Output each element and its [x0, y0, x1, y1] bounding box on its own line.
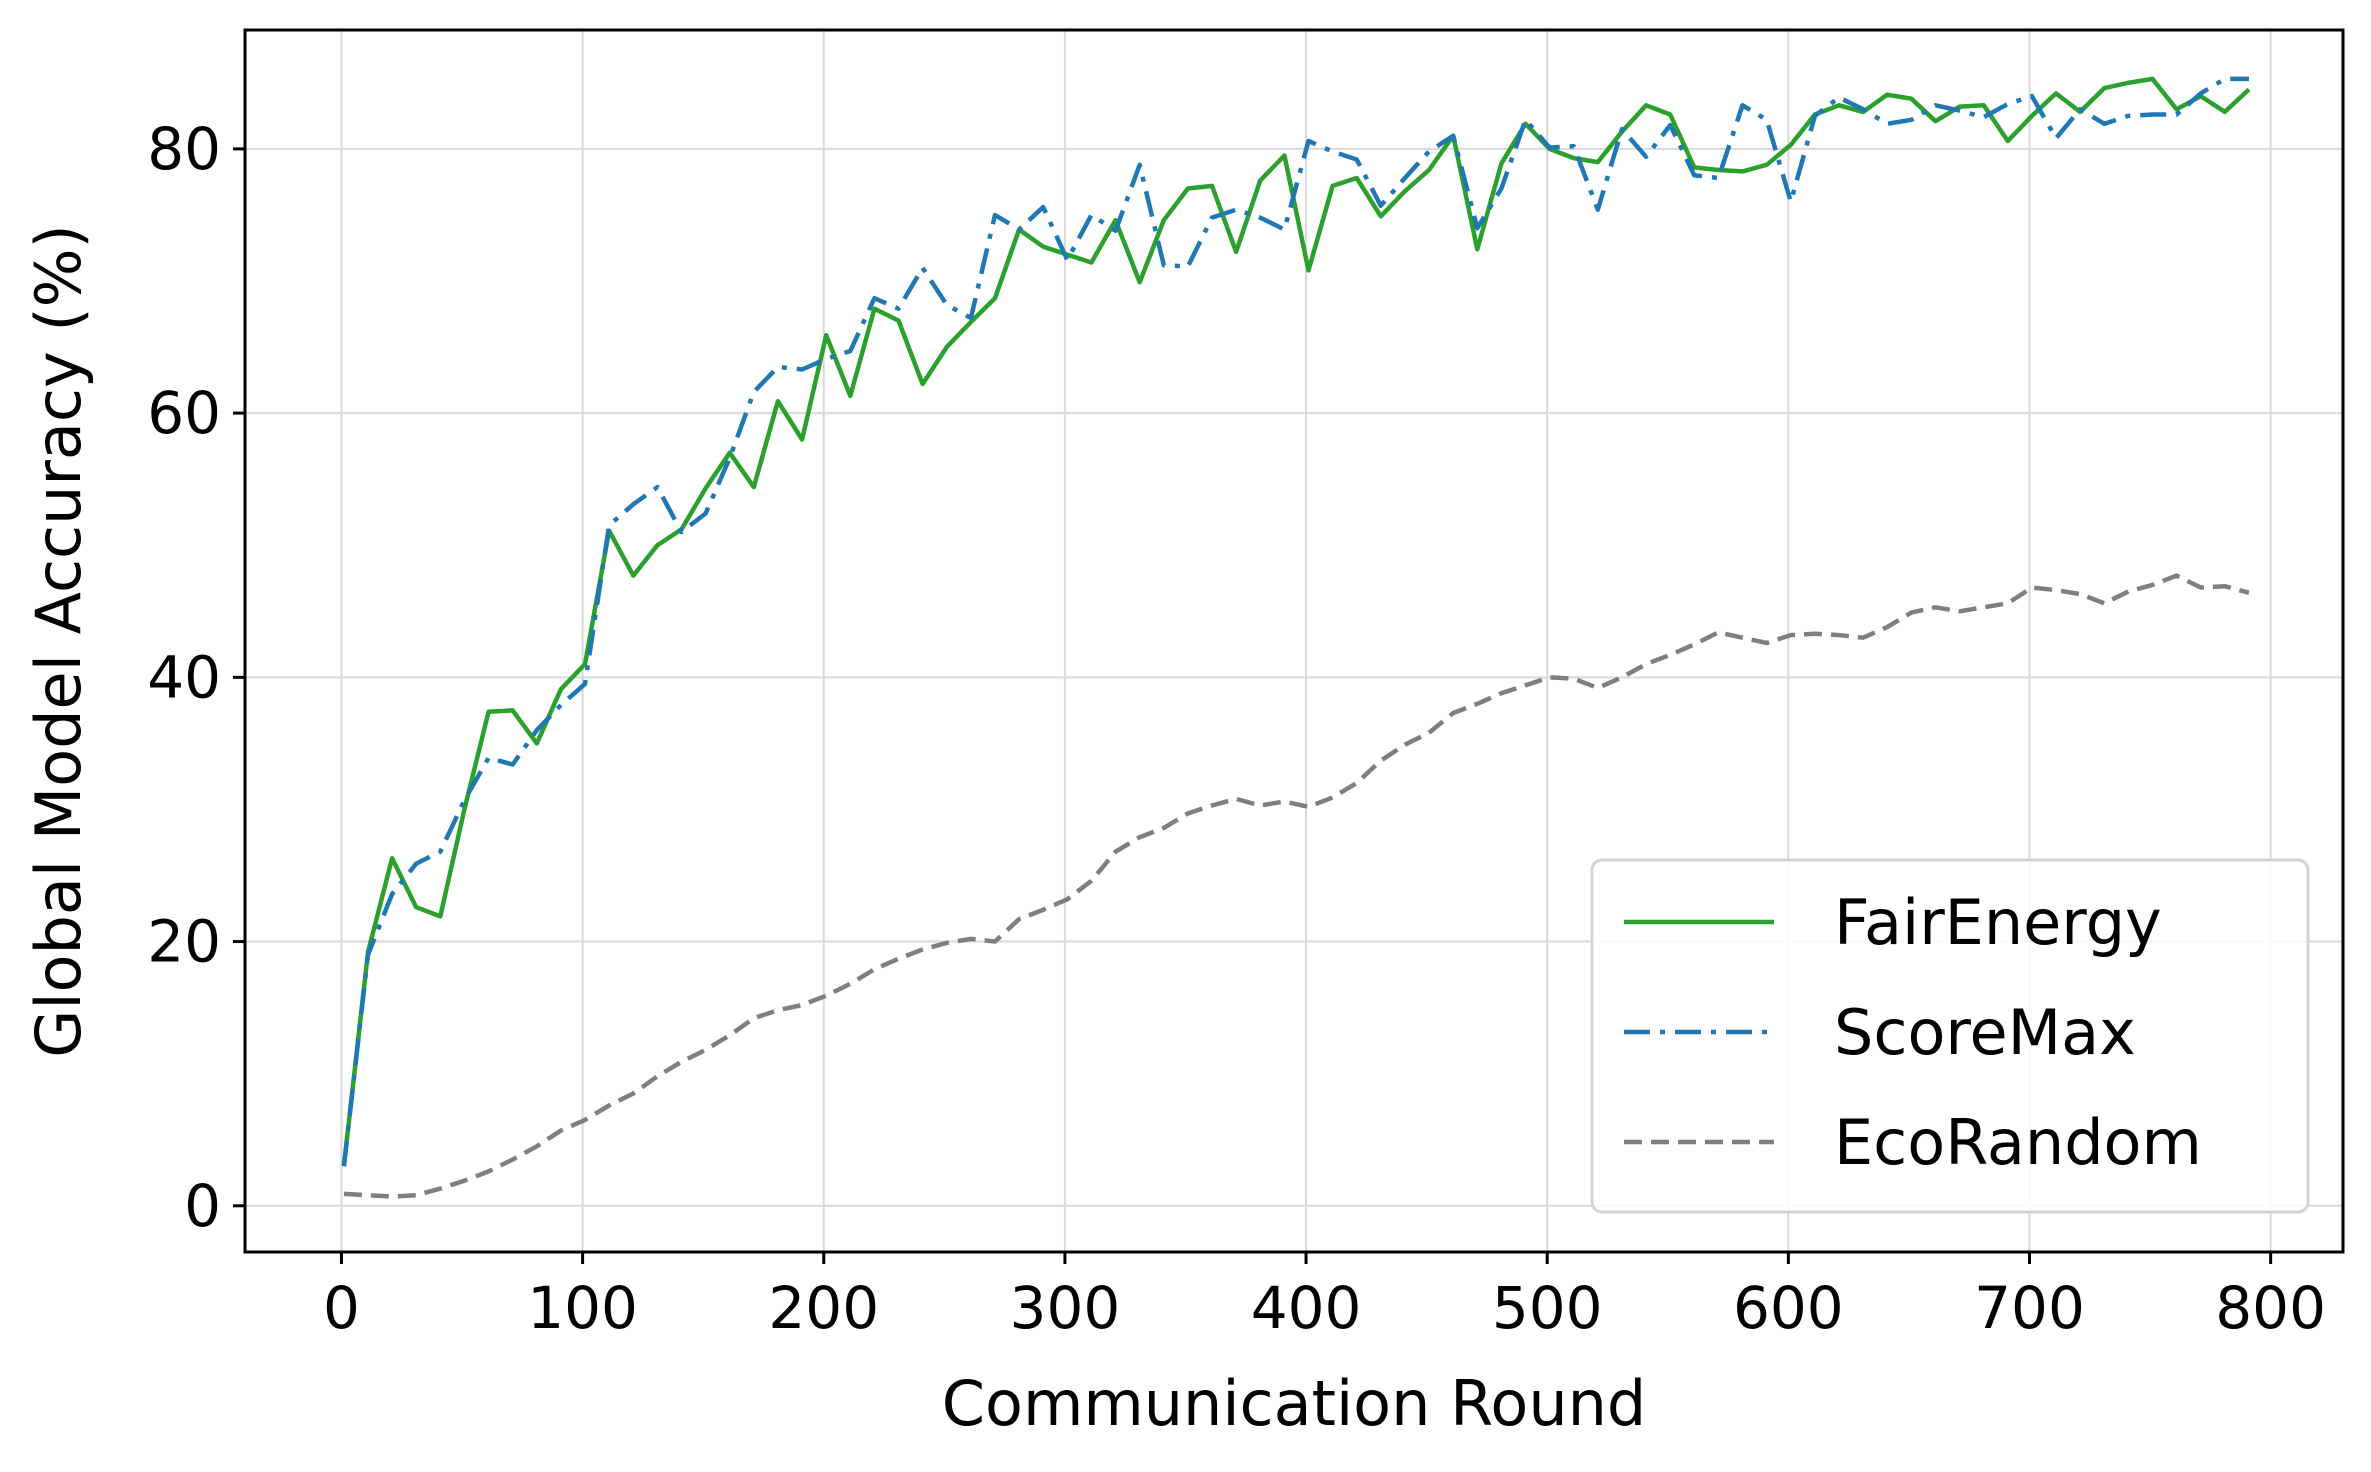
x-axis-title: Communication Round [942, 1367, 1647, 1440]
x-tick-label: 300 [1010, 1274, 1121, 1342]
y-tick-label: 20 [147, 908, 221, 976]
legend-box [1590, 858, 2310, 1214]
x-tick-label: 500 [1492, 1274, 1603, 1342]
y-tick-label: 40 [147, 643, 221, 711]
series-lines [341, 76, 2251, 1199]
legend-label-fairenergy: FairEnergy [1834, 886, 2162, 959]
y-tick-label: 60 [147, 379, 221, 447]
legend-label-ecorandom: EcoRandom [1834, 1106, 2202, 1179]
plot-frame [243, 28, 2345, 1254]
y-axis-title: Global Model Accuracy (%) [22, 224, 95, 1057]
legend: FairEnergy ScoreMax EcoRandom [1590, 858, 2310, 1214]
x-tick-label: 600 [1733, 1274, 1844, 1342]
x-tick-label: 400 [1251, 1274, 1362, 1342]
series-line-fairenergy [341, 76, 2251, 1167]
legend-label-scoremax: ScoreMax [1834, 996, 2136, 1069]
y-axis: 0 20 40 60 80 [147, 115, 245, 1240]
x-tick-label: 100 [527, 1274, 638, 1342]
series-line-scoremax [341, 76, 2249, 1167]
x-tick-label: 700 [1974, 1274, 2085, 1342]
x-tick-label: 800 [2215, 1274, 2326, 1342]
x-tick-label: 200 [768, 1274, 879, 1342]
x-tick-label: 0 [323, 1274, 360, 1342]
series-line-ecorandom [343, 573, 2250, 1199]
y-tick-label: 80 [147, 115, 221, 183]
y-tick-label: 0 [184, 1172, 221, 1240]
x-axis: 0 100 200 300 400 500 600 700 800 [323, 1252, 2326, 1342]
